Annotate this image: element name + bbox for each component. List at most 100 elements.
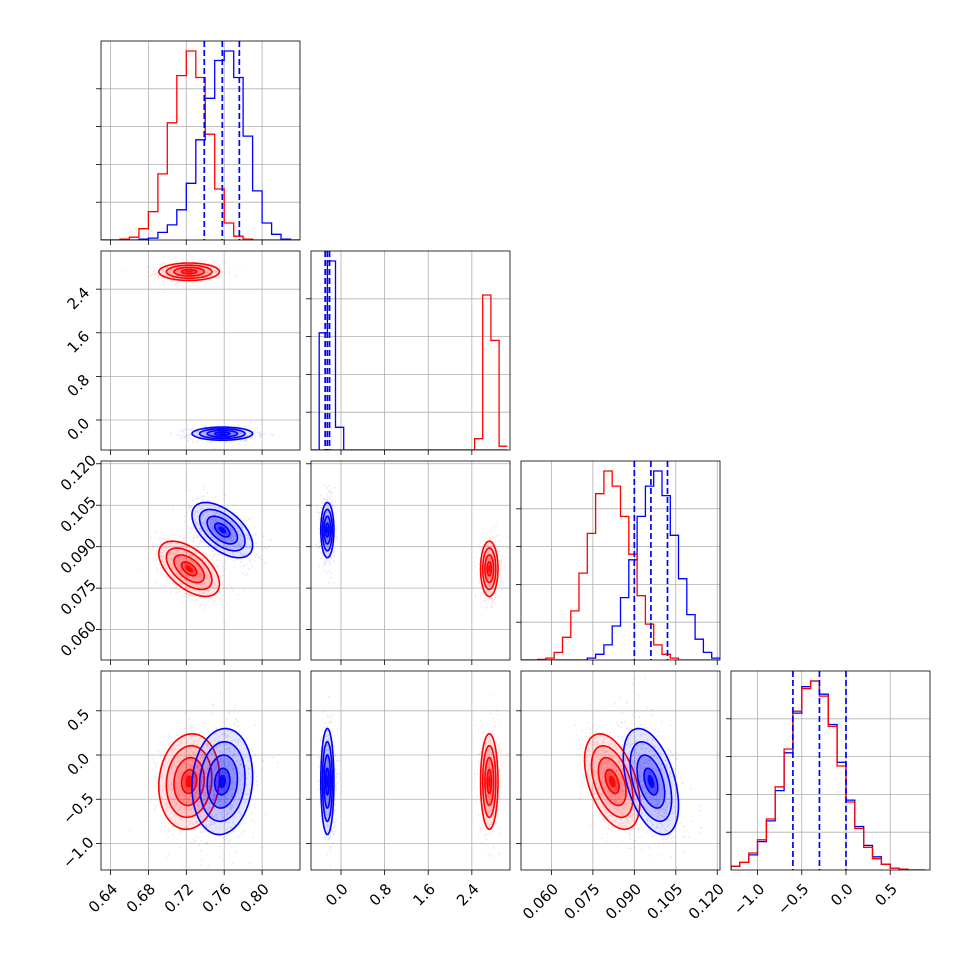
- contour-blue: [629, 741, 673, 823]
- contour-blue: [320, 501, 335, 559]
- contour-blue: [206, 429, 239, 438]
- scatter-panel-3-0: [96, 670, 301, 875]
- scatter-points-red: [567, 704, 650, 850]
- y-tick-label: 0.060: [57, 617, 100, 660]
- contour-red: [165, 264, 213, 280]
- contour-red: [481, 547, 497, 591]
- y-tick-label: 0.8: [64, 371, 94, 401]
- contour-blue: [324, 767, 330, 796]
- x-tick-label: 0.72: [161, 880, 197, 916]
- y-tick-label: 0.120: [57, 451, 100, 494]
- density-peak-blue: [326, 526, 329, 534]
- x-tick-label: 0.060: [519, 880, 562, 923]
- contour-red: [165, 547, 213, 591]
- x-tick-label: 0.5: [871, 880, 901, 910]
- contour-red: [479, 540, 499, 598]
- histogram-step-red: [521, 470, 720, 660]
- panel-frame: [520, 460, 721, 661]
- panel-frame: [310, 250, 511, 451]
- x-tick-label: 0.0: [827, 880, 857, 910]
- panel-background: [101, 41, 300, 240]
- histogram-step-red: [311, 294, 508, 450]
- density-peak-red: [488, 565, 491, 573]
- contour-red: [173, 756, 206, 807]
- panel-frame: [730, 670, 931, 871]
- density-peak-red: [608, 775, 616, 788]
- contour-blue: [206, 754, 239, 809]
- density-peak-blue: [647, 774, 655, 789]
- contour-blue: [198, 741, 246, 823]
- contour-blue: [198, 427, 246, 440]
- contour-red: [158, 733, 221, 831]
- y-tick-label: −1.0: [59, 833, 97, 871]
- x-tick-label: 1.6: [409, 880, 439, 910]
- density-peak-blue: [218, 432, 227, 435]
- y-tick-label: −0.5: [59, 789, 97, 827]
- x-tick-label: 0.64: [85, 880, 121, 916]
- y-tick-label: 1.6: [64, 327, 94, 357]
- contour-blue: [191, 727, 254, 836]
- panel-frame: [100, 40, 301, 241]
- x-tick-label: 2.4: [453, 880, 483, 910]
- contour-blue: [643, 767, 659, 796]
- panel-frame: [100, 460, 301, 661]
- density-peak-red: [185, 270, 193, 273]
- x-tick-label: 0.76: [199, 880, 235, 916]
- panel-frame: [310, 460, 511, 661]
- x-tick-label: 0.80: [236, 880, 272, 916]
- histogram-step-blue: [311, 260, 508, 450]
- x-tick-label: −1.0: [730, 880, 768, 918]
- contour-blue: [324, 522, 330, 538]
- density-peak-blue: [218, 774, 227, 789]
- panel-background: [311, 671, 510, 870]
- contour-red: [180, 268, 198, 275]
- y-tick-label: 0.075: [57, 576, 100, 619]
- y-tick-label: 2.4: [64, 284, 94, 314]
- contour-blue: [213, 522, 231, 538]
- density-peak-red: [185, 565, 193, 573]
- histogram-step-red: [101, 50, 300, 240]
- contour-blue: [206, 515, 239, 545]
- contour-blue: [636, 754, 666, 809]
- contour-red: [157, 540, 221, 598]
- contour-blue: [213, 431, 231, 437]
- scatter-panel-2-1: [306, 460, 511, 665]
- y-tick-label: 0.105: [57, 493, 100, 536]
- scatter-panel-3-1: [306, 670, 511, 875]
- x-tick-label: 0.105: [643, 880, 686, 923]
- density-peak-red: [185, 775, 193, 788]
- contour-blue: [321, 508, 334, 552]
- scatter-panel-1-0: [96, 250, 301, 455]
- y-tick-label: 0.0: [64, 749, 94, 779]
- panel-frame: [520, 670, 721, 871]
- contour-red: [484, 554, 495, 584]
- x-tick-label: 0.075: [561, 880, 604, 923]
- scatter-panel-3-2: [516, 670, 721, 875]
- contour-red: [173, 266, 206, 277]
- scatter-points-red: [135, 531, 244, 625]
- contour-red: [604, 768, 620, 795]
- contour-red: [481, 744, 497, 819]
- contour-red: [597, 756, 627, 807]
- x-tick-label: −0.5: [774, 880, 812, 918]
- contour-red: [486, 561, 493, 577]
- histogram-panel-3: [726, 670, 931, 875]
- histogram-panel-2: [516, 460, 721, 665]
- contour-red: [165, 745, 213, 819]
- y-tick-label: 0.090: [57, 534, 100, 577]
- contour-blue: [323, 515, 332, 545]
- panel-background: [101, 251, 300, 450]
- contour-blue: [323, 754, 332, 809]
- x-tick-label: 0.090: [602, 880, 645, 923]
- scatter-panel-2-0: [96, 460, 301, 665]
- panel-background: [311, 251, 510, 450]
- y-tick-label: 0.0: [64, 414, 94, 444]
- panel-frame: [100, 250, 301, 451]
- contour-red: [486, 768, 493, 795]
- scatter-points-red: [121, 259, 241, 294]
- contour-blue: [622, 727, 680, 836]
- panel-frame: [100, 670, 301, 871]
- density-peak-red: [488, 775, 491, 788]
- density-peak-blue: [218, 526, 227, 534]
- contour-blue: [213, 767, 231, 796]
